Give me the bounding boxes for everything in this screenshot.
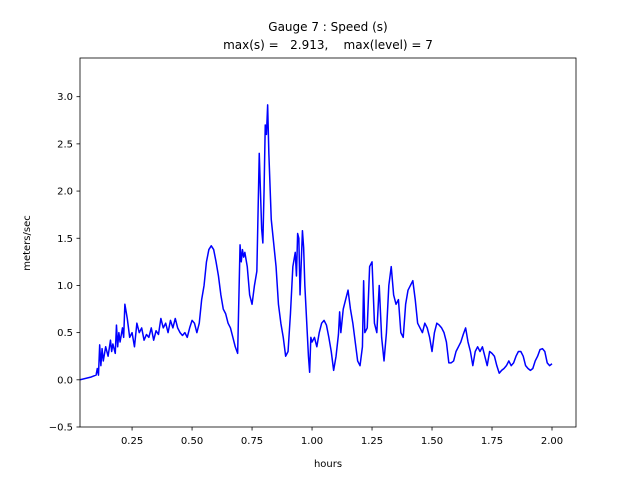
x-tick-label: 0.75 xyxy=(241,436,263,447)
y-tick-label: 2.0 xyxy=(57,187,73,198)
data-line xyxy=(80,104,553,381)
y-tick-label: 3.0 xyxy=(57,92,73,103)
x-tick-label: 1.75 xyxy=(481,436,503,447)
chart-subtitle: max(s) = 2.913, max(level) = 7 xyxy=(223,38,433,52)
x-tick-label: 0.50 xyxy=(181,436,203,447)
y-tick-label: 2.5 xyxy=(57,139,73,150)
y-tick-label: 1.0 xyxy=(57,281,73,292)
x-tick-label: 1.50 xyxy=(421,436,443,447)
x-tick-label: 1.25 xyxy=(361,436,383,447)
y-tick-label: 0.5 xyxy=(57,328,73,339)
x-tick-label: 1.00 xyxy=(301,436,323,447)
chart-title: Gauge 7 : Speed (s) xyxy=(268,20,387,34)
y-tick-label: 1.5 xyxy=(57,234,73,245)
x-tick-label: 0.25 xyxy=(121,436,143,447)
y-tick-label: −0.5 xyxy=(49,423,73,434)
plot-area xyxy=(80,104,553,381)
x-axis-label: hours xyxy=(314,459,342,470)
axes-frame xyxy=(79,57,577,428)
y-axis-label: meters/sec xyxy=(22,215,33,271)
x-tick-label: 2.00 xyxy=(541,436,563,447)
y-tick-label: 0.0 xyxy=(57,375,73,386)
